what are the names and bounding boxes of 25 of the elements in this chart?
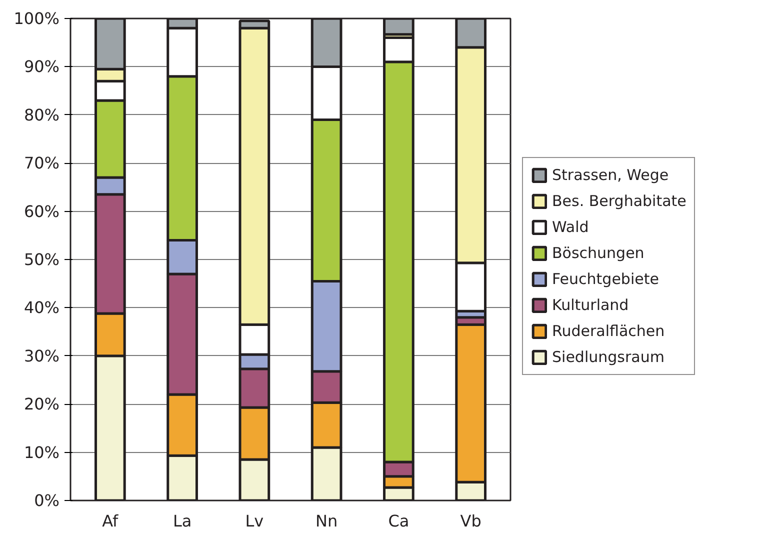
legend-label: Ruderalflächen: [552, 322, 665, 340]
y-tick-label: 10%: [24, 442, 60, 462]
y-tick-label: 80%: [24, 105, 60, 124]
y-tick-label: 30%: [24, 346, 60, 366]
x-tick-label: Af: [102, 512, 119, 530]
x-tick-label: La: [172, 512, 192, 530]
x-tick-label: Nn: [316, 512, 338, 530]
legend-label: Strassen, Wege: [552, 166, 669, 184]
y-tick-label: 50%: [24, 250, 60, 269]
x-tick-label: Vb: [460, 512, 482, 530]
x-tick-label: Ca: [388, 512, 410, 530]
legend-label: Siedlungsraum: [552, 348, 664, 366]
y-tick-label: 90%: [24, 57, 60, 76]
x-tick-label: Lv: [245, 512, 264, 530]
y-tick-label: 60%: [24, 202, 60, 221]
y-tick-label: 0%: [34, 491, 60, 510]
y-tick-label: 40%: [24, 298, 60, 318]
legend-label: Kulturland: [552, 296, 629, 314]
legend-label: Wald: [552, 218, 589, 236]
y-tick-label: 100%: [14, 9, 60, 28]
y-tick-label: 70%: [24, 154, 60, 173]
y-tick-label: 20%: [24, 394, 60, 414]
legend-label: Feuchtgebiete: [552, 270, 659, 288]
legend-label: Bes. Berghabitate: [552, 192, 686, 210]
legend-label: Böschungen: [552, 244, 644, 262]
